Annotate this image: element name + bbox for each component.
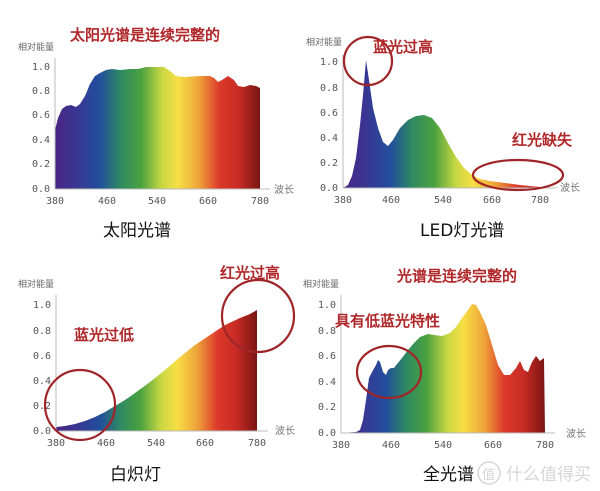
y-tick: 0.4 — [318, 377, 336, 388]
sun-caption: 太阳光谱 — [103, 221, 171, 241]
y-tick: 0.8 — [32, 86, 50, 97]
led-x-axis-label: 波长 — [560, 181, 580, 194]
x-tick: 380 — [332, 440, 350, 451]
sun-y-axis-label: 相对能量 — [18, 41, 54, 53]
x-tick: 460 — [97, 438, 115, 449]
y-tick: 0.0 — [32, 184, 50, 195]
led-caption: LED灯光谱 — [420, 221, 504, 241]
full-spectrum-area — [341, 304, 545, 433]
sun-annotation: 太阳光谱是连续完整的 — [70, 26, 220, 44]
x-tick: 540 — [434, 195, 452, 206]
x-tick: 780 — [251, 196, 269, 207]
incandescent-x-axis-label: 波长 — [275, 424, 295, 437]
watermark-text: 什么值得买 — [506, 465, 591, 485]
x-tick: 660 — [483, 195, 501, 206]
y-tick: 0.2 — [33, 401, 51, 412]
y-tick: 0.0 — [33, 426, 51, 437]
y-tick: 0.4 — [32, 135, 50, 146]
y-tick: 0.8 — [318, 326, 336, 337]
blue-high-circle — [342, 35, 394, 87]
x-tick: 780 — [248, 438, 266, 449]
x-tick: 460 — [382, 440, 400, 451]
y-tick: 0.4 — [33, 376, 51, 387]
y-tick: 0.2 — [32, 159, 50, 170]
watermark-logo-icon — [477, 461, 501, 485]
y-tick: 1.0 — [320, 57, 338, 68]
led-y-axis-label: 相对能量 — [306, 36, 342, 48]
y-tick: 0.2 — [318, 402, 336, 413]
sun-spectrum-area — [55, 67, 260, 189]
incandescent-caption: 白炽灯 — [110, 465, 161, 485]
x-tick: 540 — [434, 440, 452, 451]
incandescent-annotation-red-high: 红光过高 — [220, 264, 280, 282]
x-tick: 540 — [148, 196, 166, 207]
x-tick: 660 — [196, 438, 214, 449]
sun-spectrum-chart: 太阳光谱是连续完整的 相对能量 0.0 0.2 0.4 0.6 0.8 1.0 … — [18, 26, 294, 241]
y-tick: 0.6 — [32, 110, 50, 121]
red-high-circle — [220, 278, 296, 354]
y-tick: 0.8 — [320, 83, 338, 94]
x-tick: 660 — [199, 196, 217, 207]
x-tick: 460 — [98, 196, 116, 207]
y-tick: 0.0 — [318, 428, 336, 439]
x-tick: 380 — [334, 195, 352, 206]
led-annotation-blue-high: 蓝光过高 — [373, 38, 433, 56]
watermark-logo-glyph: 值 — [482, 467, 495, 483]
watermark: 值 什么值得买 — [477, 461, 591, 485]
incandescent-spectrum-chart: 红光过高 相对能量 0.0 0.2 0.4 0.6 0.8 1.0 380 46… — [18, 264, 296, 485]
y-tick: 0.6 — [318, 351, 336, 362]
blue-low-circle — [43, 368, 117, 442]
y-tick: 0.0 — [320, 183, 338, 194]
full-caption: 全光谱 — [423, 465, 474, 485]
full-annotation-low-blue: 具有低蓝光特性 — [335, 312, 440, 330]
incandescent-spectrum-area — [56, 310, 257, 431]
led-spectrum-area — [343, 60, 560, 188]
sun-x-axis-label: 波长 — [274, 183, 294, 196]
full-annotation-continuous: 光谱是连续完整的 — [396, 267, 517, 285]
low-blue-ellipse — [355, 344, 423, 400]
red-missing-ellipse — [471, 158, 565, 192]
full-x-axis-label: 波长 — [566, 427, 586, 440]
x-tick: 540 — [147, 438, 165, 449]
x-tick: 780 — [536, 440, 554, 451]
incandescent-y-axis-label: 相对能量 — [18, 278, 54, 290]
y-tick: 1.0 — [32, 62, 50, 73]
led-spectrum-chart: 相对能量 0.0 0.2 0.4 0.6 0.8 1.0 380 460 540… — [306, 35, 580, 241]
y-tick: 0.4 — [320, 133, 338, 144]
y-tick: 0.6 — [33, 351, 51, 362]
y-tick: 1.0 — [318, 300, 336, 311]
x-tick: 660 — [484, 440, 502, 451]
x-tick: 380 — [47, 438, 65, 449]
y-tick: 0.8 — [33, 326, 51, 337]
y-tick: 1.0 — [33, 300, 51, 311]
full-spectrum-chart: 光谱是连续完整的 相对能量 0.0 0.2 0.4 0.6 0.8 1.0 38… — [303, 267, 586, 485]
x-tick: 460 — [382, 195, 400, 206]
led-annotation-red-missing: 红光缺失 — [512, 131, 573, 149]
y-tick: 0.2 — [320, 158, 338, 169]
incandescent-annotation-blue-low: 蓝光过低 — [74, 326, 134, 344]
x-tick: 780 — [531, 195, 549, 206]
y-tick: 0.6 — [320, 108, 338, 119]
x-tick: 380 — [46, 196, 64, 207]
full-y-axis-label: 相对能量 — [303, 278, 339, 290]
